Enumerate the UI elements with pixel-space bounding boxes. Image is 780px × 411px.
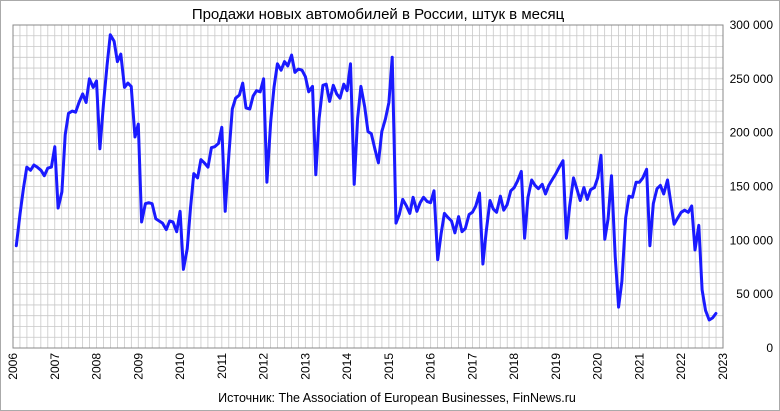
y-tick-label: 150 000 xyxy=(730,180,774,194)
x-tick-label: 2009 xyxy=(131,353,145,380)
x-tick-label: 2014 xyxy=(340,353,354,380)
y-tick-label: 300 000 xyxy=(730,18,774,32)
x-tick-label: 2016 xyxy=(424,353,438,380)
y-axis-tick-labels: 0 50 000 100 000 150 000 200 000 250 000 300 0… xyxy=(730,18,774,355)
x-tick-label: 2012 xyxy=(257,353,271,380)
y-tick-label: 100 000 xyxy=(730,233,774,247)
x-tick-label: 2013 xyxy=(298,353,312,380)
y-tick-label: 50 000 xyxy=(736,287,773,301)
x-tick-label: 2023 xyxy=(716,353,730,380)
source-caption: Источник: The Association of European Bu… xyxy=(218,391,576,405)
x-tick-label: 2008 xyxy=(90,353,104,380)
x-axis-tick-labels: 2006 2007 2008 2009 2010 2011 2012 2013 2014 2015… xyxy=(6,353,730,380)
y-tick-label: 0 xyxy=(766,341,773,355)
plot-area xyxy=(12,24,724,349)
x-tick-label: 2020 xyxy=(591,353,605,380)
x-tick-label: 2007 xyxy=(48,353,62,380)
x-tick-label: 2015 xyxy=(382,353,396,380)
x-tick-label: 2010 xyxy=(173,353,187,380)
chart-title: Продажи новых автомобилей в России, штук… xyxy=(192,6,565,23)
y-tick-label: 250 000 xyxy=(730,72,774,86)
x-tick-label: 2021 xyxy=(632,353,646,380)
x-tick-label: 2017 xyxy=(465,353,479,380)
x-tick-label: 2022 xyxy=(674,353,688,380)
x-tick-label: 2019 xyxy=(549,353,563,380)
y-tick-label: 200 000 xyxy=(730,126,774,140)
x-tick-label: 2006 xyxy=(6,353,20,380)
series-layer xyxy=(14,33,718,322)
x-tick-label: 2018 xyxy=(507,353,521,380)
series-line xyxy=(14,33,718,322)
x-tick-label: 2011 xyxy=(215,353,229,379)
